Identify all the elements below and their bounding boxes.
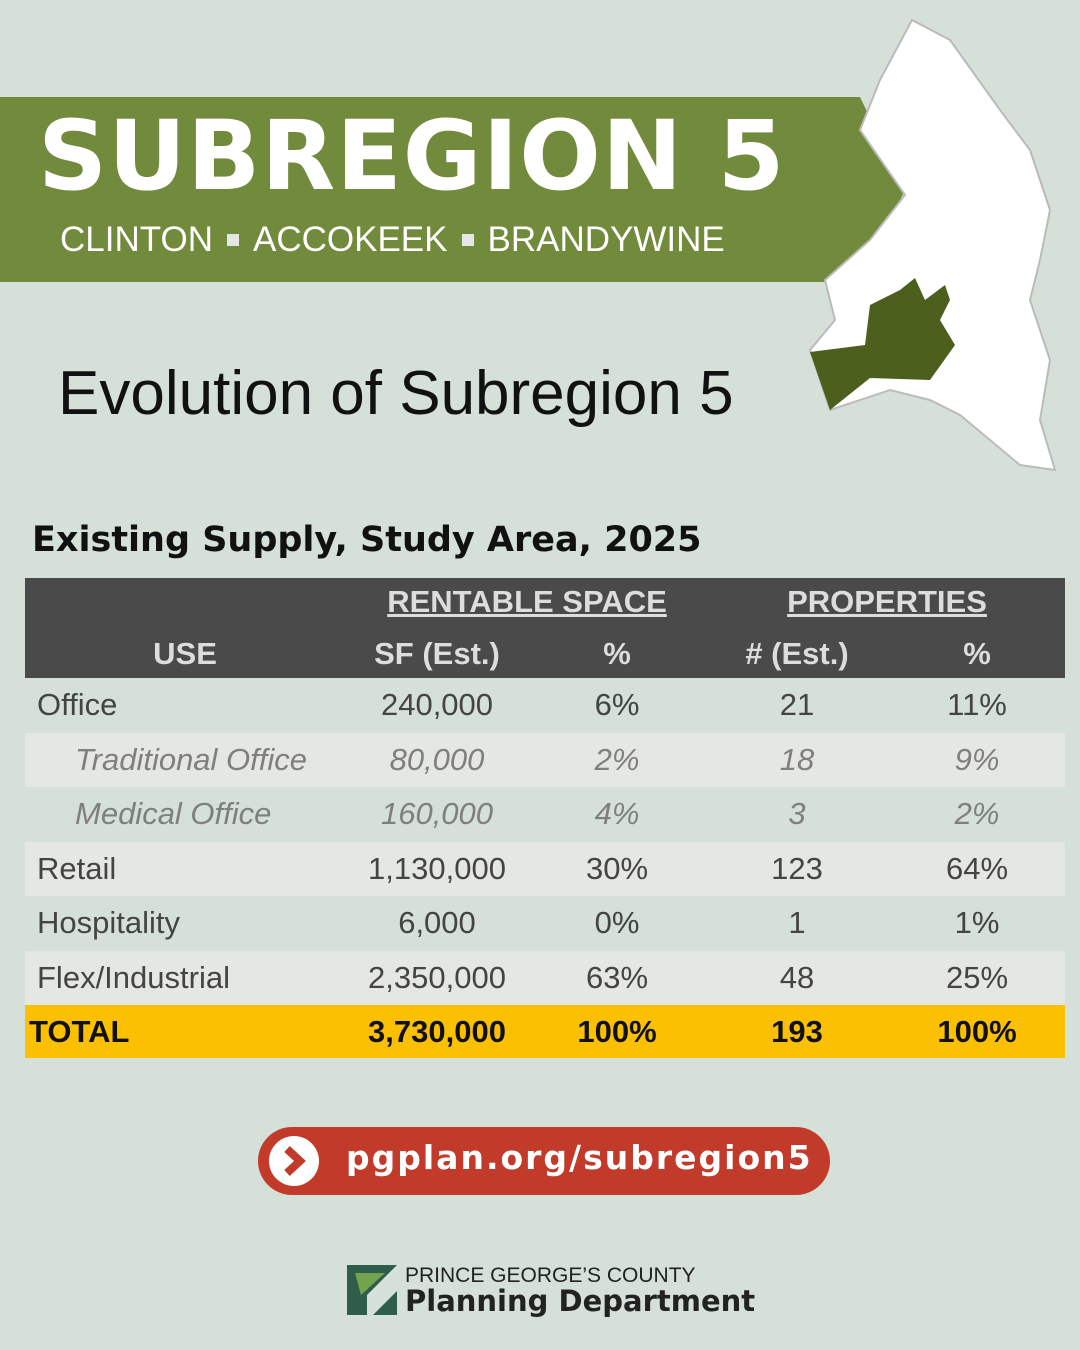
- table-cell: 6,000: [398, 905, 476, 941]
- table-cell: 240,000: [380, 687, 494, 723]
- table-cell: 48: [779, 959, 815, 995]
- places: CLINTON ACCOKEEK BRANDYWINE: [60, 220, 725, 260]
- table-cell: 3: [788, 796, 806, 832]
- table-row: Traditional Office 80,000 2% 18 9%: [25, 732, 1065, 787]
- table-cell: 0%: [594, 905, 640, 941]
- table-cell: Flex/Industrial: [37, 959, 230, 995]
- table-cell: 63%: [585, 959, 649, 995]
- table-row: Office 240,000 6% 21 11%: [25, 678, 1065, 733]
- place: BRANDYWINE: [487, 220, 725, 259]
- total-cell: 100%: [937, 1013, 1017, 1049]
- table-row: Hospitality 6,000 0% 1 1%: [25, 896, 1065, 951]
- table-cell: 64%: [945, 850, 1009, 886]
- table-caption: Existing Supply, Study Area, 2025: [32, 520, 702, 560]
- column-header: %: [603, 636, 631, 671]
- table-cell: 18: [779, 741, 815, 777]
- footer-line: PRINCE GEORGE’S COUNTY: [405, 1264, 696, 1287]
- link-button[interactable]: [258, 1127, 830, 1195]
- heading: Evolution of Subregion 5: [58, 359, 734, 428]
- place: CLINTON: [60, 220, 213, 259]
- logo: [347, 1265, 397, 1315]
- table-cell: 2%: [594, 741, 640, 777]
- table-cell: 2,350,000: [368, 959, 506, 995]
- table-cell: 123: [771, 850, 823, 886]
- header-row: RENTABLE SPACE PROPERTIES: [25, 578, 1065, 630]
- total-row: TOTAL 3,730,000 100% 193 100%: [25, 1005, 1065, 1058]
- table: RENTABLE SPACE PROPERTIES USE SF (Est.)% # (…: [25, 578, 1065, 1058]
- table-cell: Traditional Office: [75, 741, 308, 777]
- arrow-icon: [269, 1136, 319, 1186]
- group-header: RENTABLE SPACE: [387, 584, 667, 619]
- table-cell: 80,000: [389, 741, 485, 777]
- table-cell: 1: [788, 905, 806, 941]
- column-header: # (Est.): [745, 636, 849, 671]
- total-cell: 193: [771, 1013, 823, 1049]
- table-row: Flex/Industrial 2,350,000 63% 48 25%: [25, 950, 1065, 1005]
- table-row: Medical Office 160,000 4% 3 2%: [25, 787, 1065, 842]
- table-cell: 25%: [945, 959, 1009, 995]
- banner: [0, 97, 905, 282]
- total-cell: TOTAL: [29, 1013, 130, 1049]
- table-cell: 21: [779, 687, 815, 723]
- place: ACCOKEEK: [253, 220, 448, 259]
- banner-graphics: [0, 18, 1057, 472]
- table-cell: Office: [37, 687, 118, 723]
- total-cell: 3,730,000: [368, 1013, 506, 1049]
- table-row: Retail 1,130,000 30% 123 64%: [25, 841, 1065, 896]
- link-text[interactable]: pgplan.org/subregion5: [346, 1138, 813, 1177]
- table-cell: 1,130,000: [368, 850, 506, 886]
- table-cell: 1%: [954, 905, 1000, 941]
- table-cell: 9%: [954, 741, 1000, 777]
- column-header: %: [963, 636, 991, 671]
- footer-line: Planning Department: [405, 1284, 756, 1318]
- separator: [461, 234, 474, 246]
- banner-title: SUBREGION 5: [38, 100, 786, 212]
- header-row: USE SF (Est.)% # (Est.)%: [25, 630, 1065, 678]
- table-cell: 11%: [947, 687, 1007, 723]
- column-header: SF (Est.): [374, 636, 500, 671]
- separator: [227, 234, 239, 246]
- table-cell: Medical Office: [75, 796, 272, 832]
- total-cell: 100%: [577, 1013, 657, 1049]
- group-header: PROPERTIES: [787, 584, 987, 619]
- table-cell: Retail: [37, 850, 117, 886]
- table-cell: 160,000: [380, 796, 494, 832]
- table-cell: 4%: [594, 796, 640, 832]
- table-cell: 2%: [954, 796, 1000, 832]
- table-cell: 30%: [585, 850, 649, 886]
- column-header: USE: [153, 636, 217, 671]
- table-cell: Hospitality: [37, 905, 180, 941]
- subregion-area: [810, 278, 955, 410]
- table-cell: 6%: [594, 687, 640, 723]
